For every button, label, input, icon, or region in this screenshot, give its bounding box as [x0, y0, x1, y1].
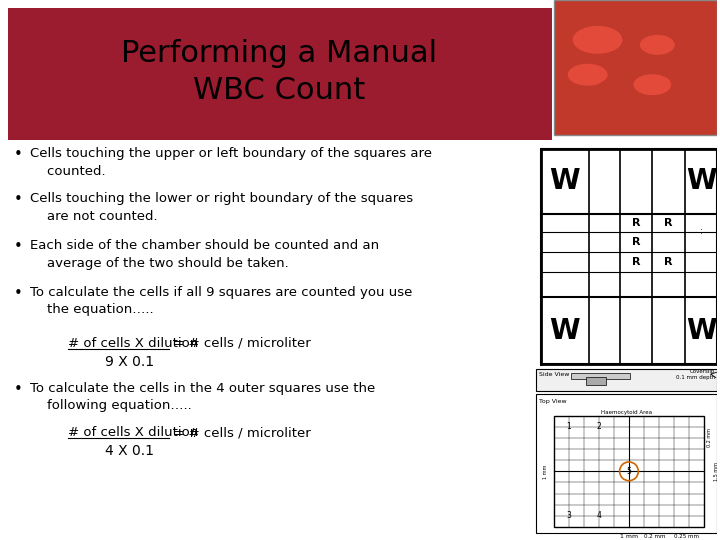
Text: Cells touching the upper or left boundary of the squares are
    counted.: Cells touching the upper or left boundar…	[30, 147, 432, 178]
Bar	[554, 415, 704, 527]
Text: Each side of the chamber should be counted and an
    average of the two should : Each side of the chamber should be count…	[30, 239, 379, 269]
Text: 4 X 0.1: 4 X 0.1	[104, 444, 153, 458]
Text: 9 X 0.1: 9 X 0.1	[104, 355, 153, 369]
Bar	[585, 377, 606, 384]
Text: 1.5 mm: 1.5 mm	[714, 462, 719, 481]
Text: •: •	[14, 286, 23, 301]
Text: = # cells / microliter: = # cells / microliter	[169, 427, 311, 440]
Text: 0.2 mm: 0.2 mm	[644, 534, 665, 539]
Text: Haemocytoid Area: Haemocytoid Area	[601, 409, 652, 415]
Ellipse shape	[572, 26, 623, 54]
Text: To calculate the cells in the 4 outer squares use the
    following equation…..: To calculate the cells in the 4 outer sq…	[30, 382, 375, 412]
Text: •: •	[14, 192, 23, 207]
Ellipse shape	[640, 35, 675, 55]
Text: W: W	[686, 317, 716, 345]
Text: 1 mm: 1 mm	[620, 534, 638, 539]
Ellipse shape	[597, 78, 639, 102]
Text: 1 mm: 1 mm	[544, 464, 549, 478]
Text: •: •	[14, 147, 23, 163]
Bar	[554, 0, 717, 134]
Text: To calculate the cells if all 9 squares are counted you use
    the equation…..: To calculate the cells if all 9 squares …	[30, 286, 413, 316]
Text: R: R	[664, 257, 672, 267]
Text: R: R	[632, 218, 641, 228]
Text: Side View: Side View	[539, 372, 570, 377]
Text: W: W	[686, 167, 716, 195]
Text: 1: 1	[567, 422, 571, 431]
Bar	[536, 369, 717, 390]
Text: = # cells / microliter: = # cells / microliter	[169, 337, 311, 350]
Bar	[571, 373, 631, 379]
Text: Cells touching the lower or right boundary of the squares
    are not counted.: Cells touching the lower or right bounda…	[30, 192, 413, 223]
Text: 2: 2	[596, 422, 601, 431]
Text: •: •	[14, 239, 23, 254]
Text: R: R	[664, 218, 672, 228]
Bar	[536, 394, 717, 533]
Ellipse shape	[615, 48, 660, 72]
Text: 5: 5	[626, 467, 631, 476]
Text: W: W	[549, 317, 580, 345]
Text: :: :	[700, 227, 703, 235]
Text: Performing a Manual
WBC Count: Performing a Manual WBC Count	[121, 39, 437, 105]
Text: 4: 4	[596, 511, 601, 521]
Text: •: •	[14, 382, 23, 397]
Text: Coverslip
0.1 mm depth: Coverslip 0.1 mm depth	[676, 369, 715, 380]
Text: Top View: Top View	[539, 399, 567, 403]
Text: R: R	[632, 257, 641, 267]
Text: 0.2 mm: 0.2 mm	[707, 428, 712, 447]
Text: 3: 3	[567, 511, 571, 521]
Text: R: R	[632, 237, 641, 247]
Bar	[541, 150, 717, 364]
Ellipse shape	[567, 64, 608, 86]
Text: W: W	[549, 167, 580, 195]
Text: 0.25 mm: 0.25 mm	[674, 534, 699, 539]
Ellipse shape	[634, 74, 671, 95]
Text: # of cells X dilution: # of cells X dilution	[68, 427, 198, 440]
Bar	[8, 8, 552, 139]
Text: # of cells X dilution: # of cells X dilution	[68, 337, 198, 350]
